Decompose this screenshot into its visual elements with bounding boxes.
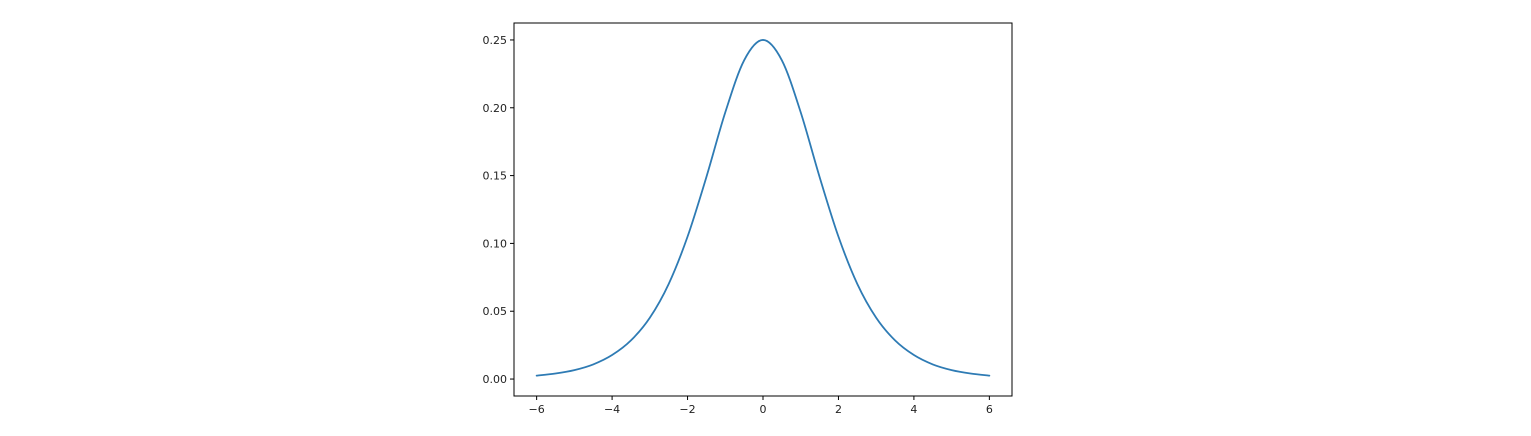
y-tick-label: 0.10: [483, 237, 508, 250]
x-tick-label: 4: [910, 403, 917, 416]
y-axis: 0.00 0.05 0.10 0.15 0.20 0.25: [483, 34, 514, 386]
series-line: [535, 39, 991, 377]
x-tick-label: −2: [679, 403, 695, 416]
y-tick-label: 0.20: [483, 102, 508, 115]
x-tick-label: 6: [986, 403, 993, 416]
x-tick-label: 2: [835, 403, 842, 416]
x-axis: −6 −4 −2 0 2 4 6: [529, 396, 993, 416]
x-tick-label: −6: [529, 403, 545, 416]
y-tick-label: 0.05: [483, 305, 508, 318]
y-tick-label: 0.15: [483, 170, 508, 183]
y-tick-label: 0.00: [483, 373, 508, 386]
x-tick-label: 0: [760, 403, 767, 416]
series-layer: [535, 39, 991, 377]
y-tick-label: 0.25: [483, 34, 508, 47]
plot-area-frame: [513, 22, 1013, 397]
x-tick-label: −4: [604, 403, 620, 416]
